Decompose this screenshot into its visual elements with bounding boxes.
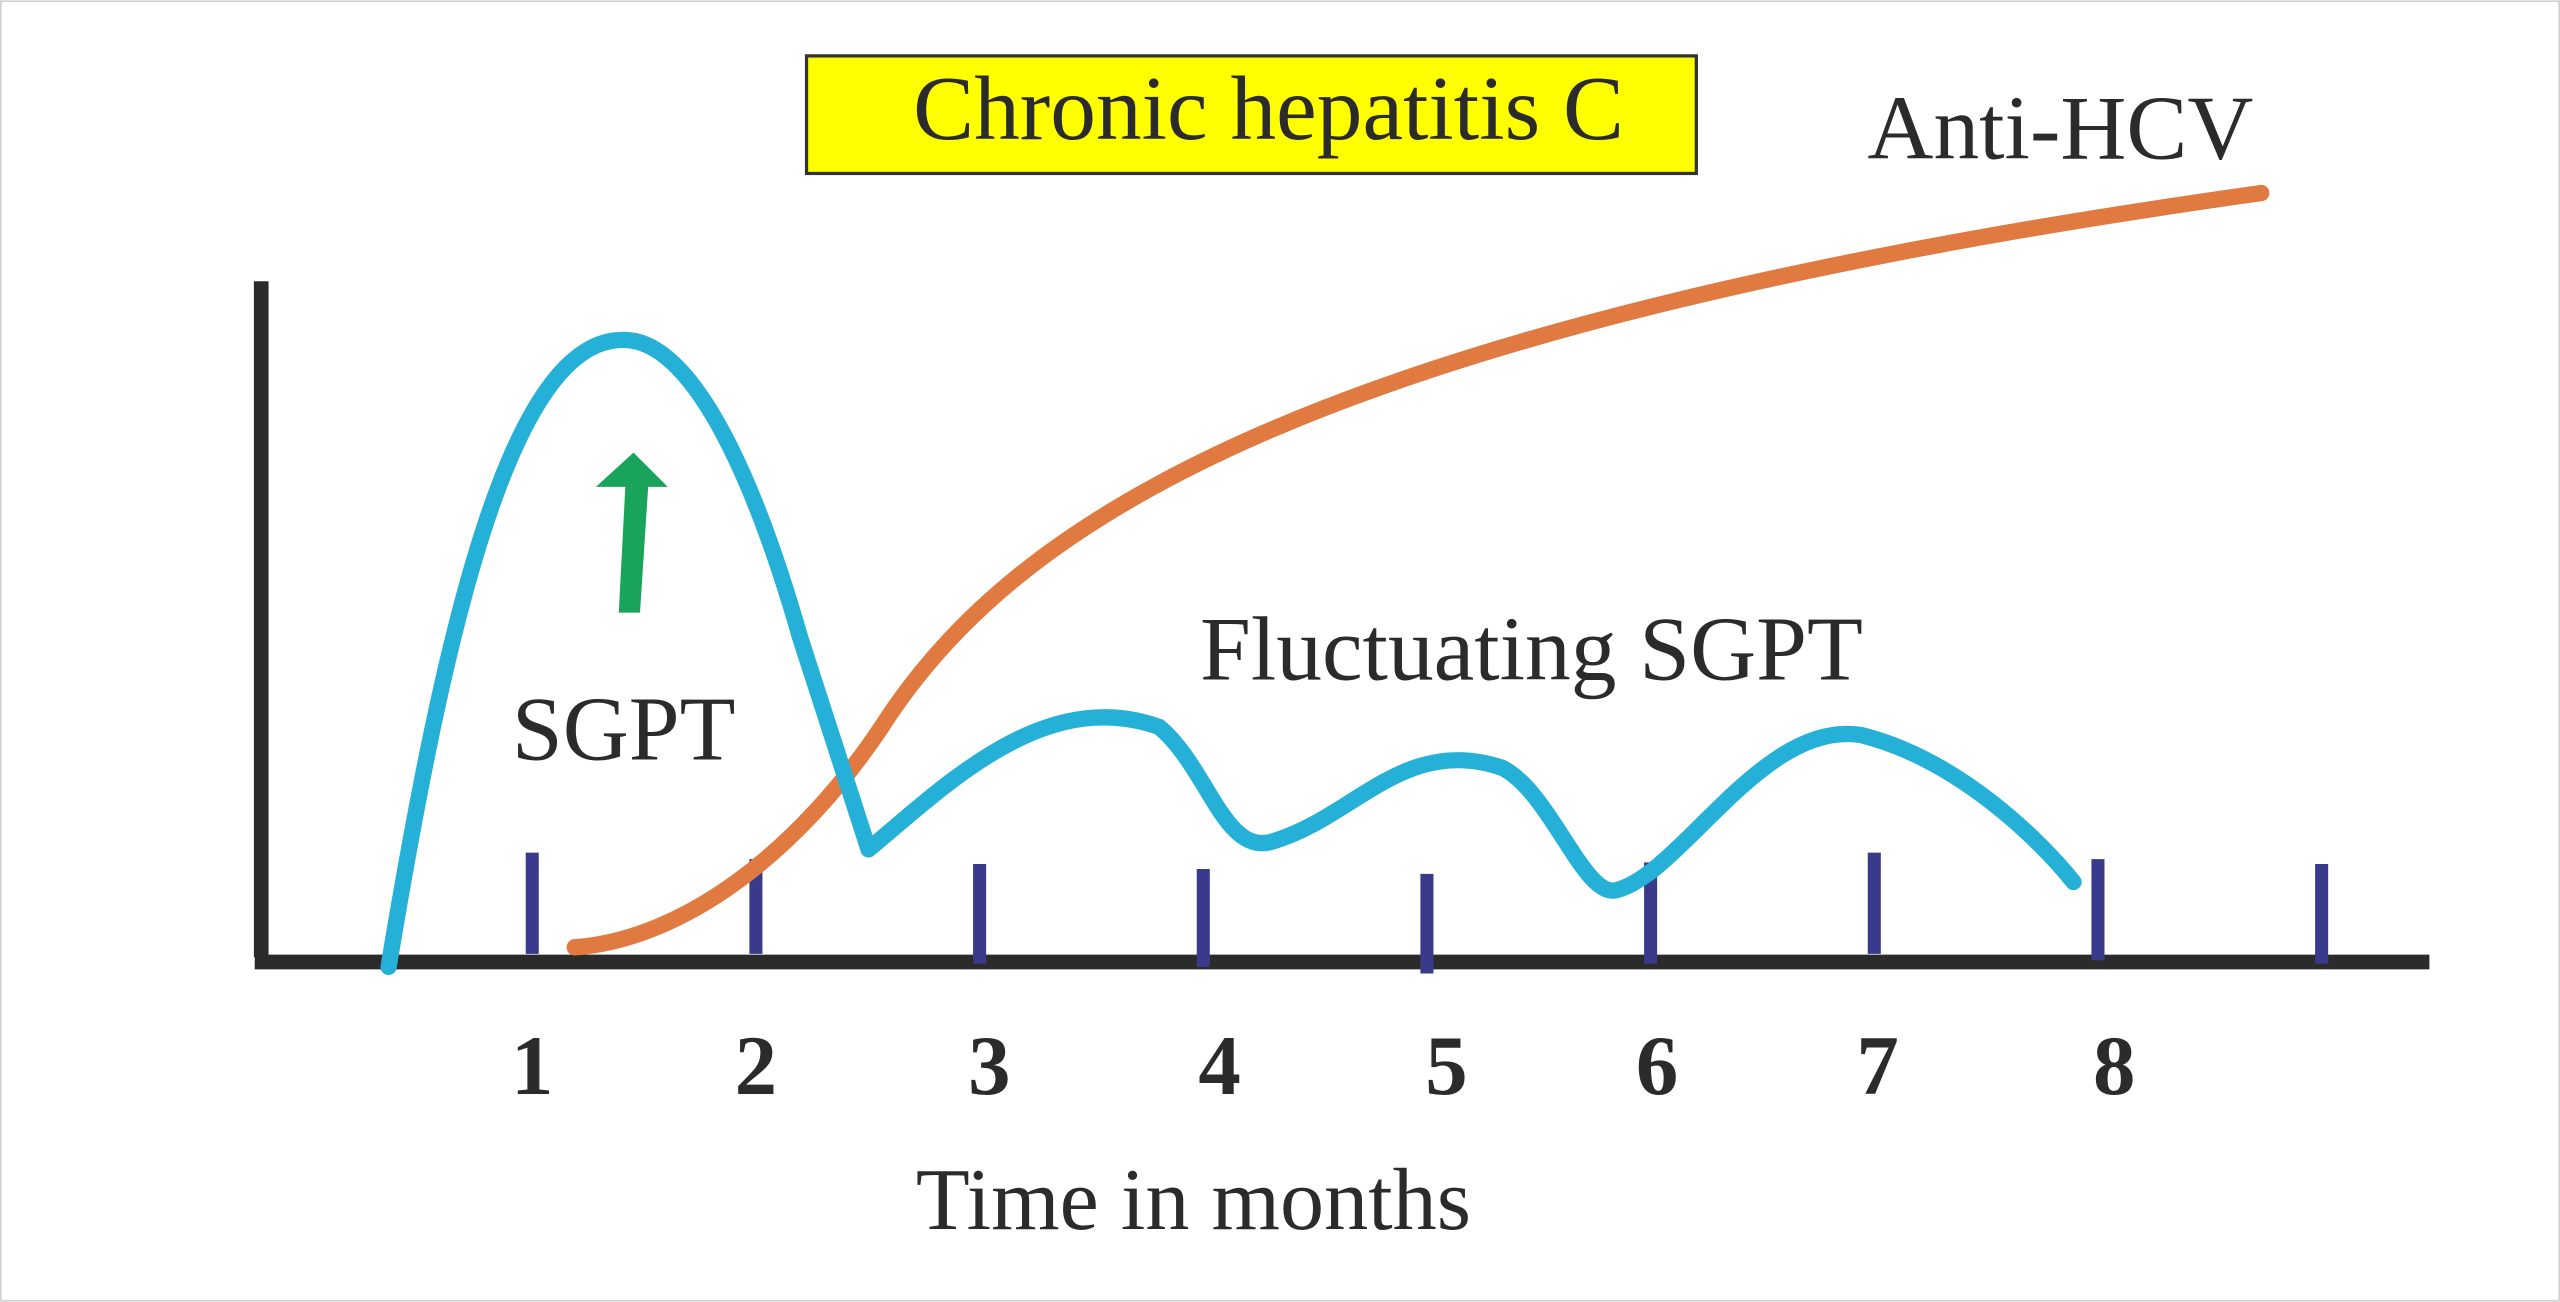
- sgpt-label: SGPT: [512, 678, 736, 779]
- x-tick-label: 4: [1198, 1019, 1240, 1113]
- fluctuating-sgpt-label: Fluctuating SGPT: [1200, 598, 1863, 699]
- tick-marks: [525, 852, 2329, 974]
- x-tick-label: 6: [1636, 1019, 1678, 1113]
- sgpt-curve: [380, 331, 2082, 976]
- x-tick-label: 8: [2093, 1019, 2135, 1113]
- x-tick-label: 5: [1425, 1019, 1467, 1113]
- title-box: [804, 54, 1698, 176]
- title: Chronic hepatitis C: [913, 58, 1624, 159]
- x-tick-label: 3: [968, 1019, 1010, 1113]
- anti-hcv-label: Anti-HCV: [1867, 78, 2253, 179]
- x-tick-label: 1: [511, 1019, 553, 1113]
- x-tick-label: 2: [735, 1019, 777, 1113]
- x-tick-label: 7: [1856, 1019, 1898, 1113]
- rise-arrow: [595, 452, 668, 613]
- anti-hcv-curve: [566, 184, 2270, 956]
- x-axis-title: Time in months: [916, 1151, 1471, 1249]
